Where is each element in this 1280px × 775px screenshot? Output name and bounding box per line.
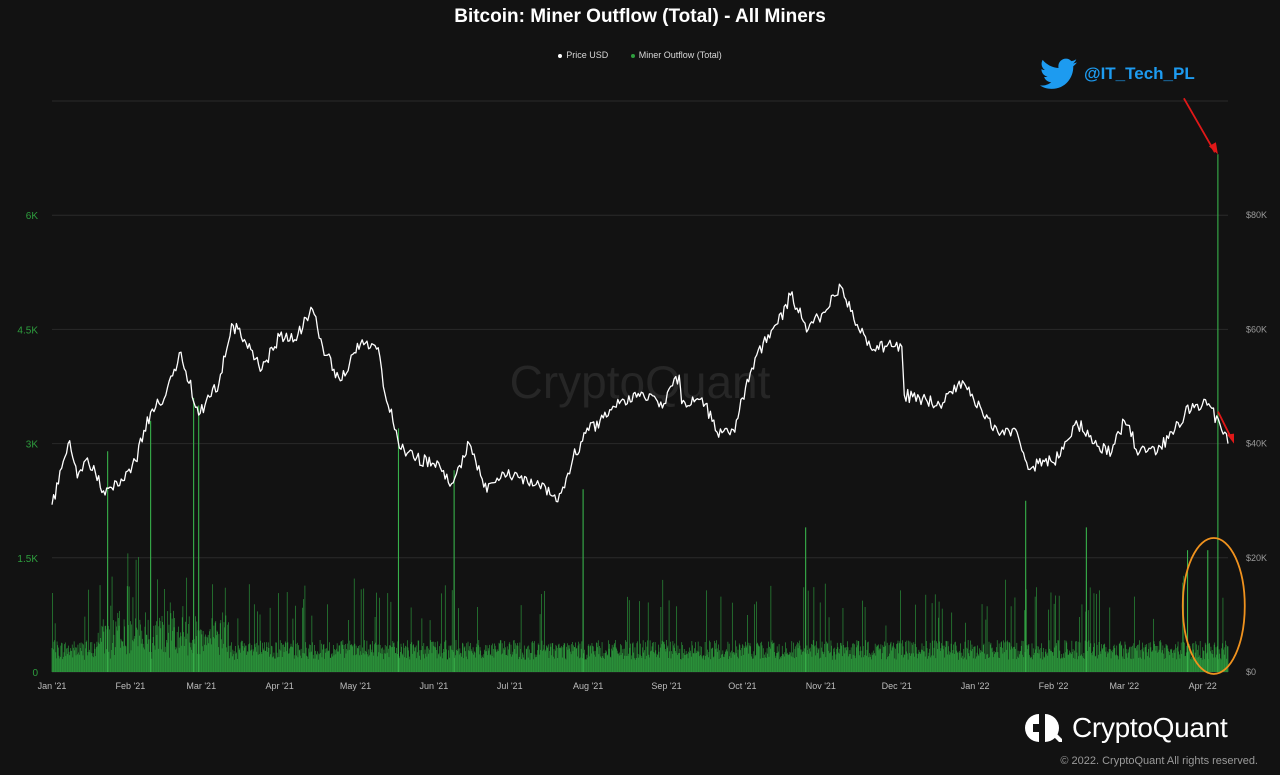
annotation-arrowhead	[1227, 433, 1234, 444]
x-tick-label: Feb '21	[116, 681, 146, 691]
x-tick-label: Mar '22	[1109, 681, 1139, 691]
y-right-tick-label: $80K	[1246, 210, 1267, 220]
x-tick-label: Jul '21	[497, 681, 523, 691]
y-left-tick-label: 3K	[26, 440, 39, 451]
x-tick-label: Jan '22	[961, 681, 990, 691]
y-left-tick-label: 0	[32, 668, 38, 679]
twitter-handle[interactable]: @IT_Tech_PL	[1084, 64, 1195, 83]
annotation-arrow	[1217, 411, 1232, 439]
x-tick-label: Oct '21	[728, 681, 756, 691]
watermark: CryptoQuant	[510, 356, 771, 408]
y-right-tick-label: $20K	[1246, 553, 1267, 563]
highlight-ellipse	[1181, 537, 1246, 675]
twitter-badge[interactable]: @IT_Tech_PL	[1036, 54, 1195, 94]
x-tick-label: Jan '21	[38, 681, 67, 691]
cryptoquant-logo-icon	[1025, 714, 1062, 742]
x-tick-label: Apr '21	[265, 681, 293, 691]
x-tick-label: Aug '21	[573, 681, 603, 691]
x-tick-label: Nov '21	[806, 681, 836, 691]
copyright: © 2022. CryptoQuant All rights reserved.	[1060, 755, 1258, 767]
legend-label-outflow: Miner Outflow (Total)	[638, 50, 722, 60]
x-tick-label: Apr '22	[1189, 681, 1217, 691]
annotation-arrow	[1183, 97, 1216, 153]
y-right-tick-label: $60K	[1246, 324, 1267, 334]
brand-name: CryptoQuant	[1072, 712, 1228, 743]
legend-item-outflow[interactable]: Miner Outflow (Total)	[630, 50, 722, 60]
annotation-arrowhead	[1208, 142, 1218, 155]
chart-title: Bitcoin: Miner Outflow (Total) - All Min…	[454, 6, 826, 27]
x-tick-label: Jun '21	[420, 681, 449, 691]
legend-dot-outflow	[630, 53, 635, 58]
legend: Price USD Miner Outflow (Total)	[0, 50, 1280, 60]
x-tick-label: Mar '21	[186, 681, 216, 691]
legend-item-price[interactable]: Price USD	[558, 50, 608, 60]
y-left-tick-label: 1.5K	[17, 554, 38, 565]
y-left-tick-label: 6K	[26, 211, 39, 222]
legend-label-price: Price USD	[566, 50, 609, 60]
price-line	[51, 283, 1229, 505]
x-tick-label: Feb '22	[1039, 681, 1069, 691]
y-left-tick-label: 4.5K	[17, 325, 38, 336]
brand: CryptoQuant	[1024, 712, 1228, 744]
x-tick-label: May '21	[340, 681, 371, 691]
x-tick-label: Sep '21	[651, 681, 681, 691]
legend-dot-price	[558, 53, 563, 58]
y-right-tick-label: $0	[1246, 667, 1256, 677]
twitter-bird-icon	[1039, 58, 1078, 89]
x-tick-label: Dec '21	[882, 681, 912, 691]
y-right-tick-label: $40K	[1246, 439, 1267, 449]
